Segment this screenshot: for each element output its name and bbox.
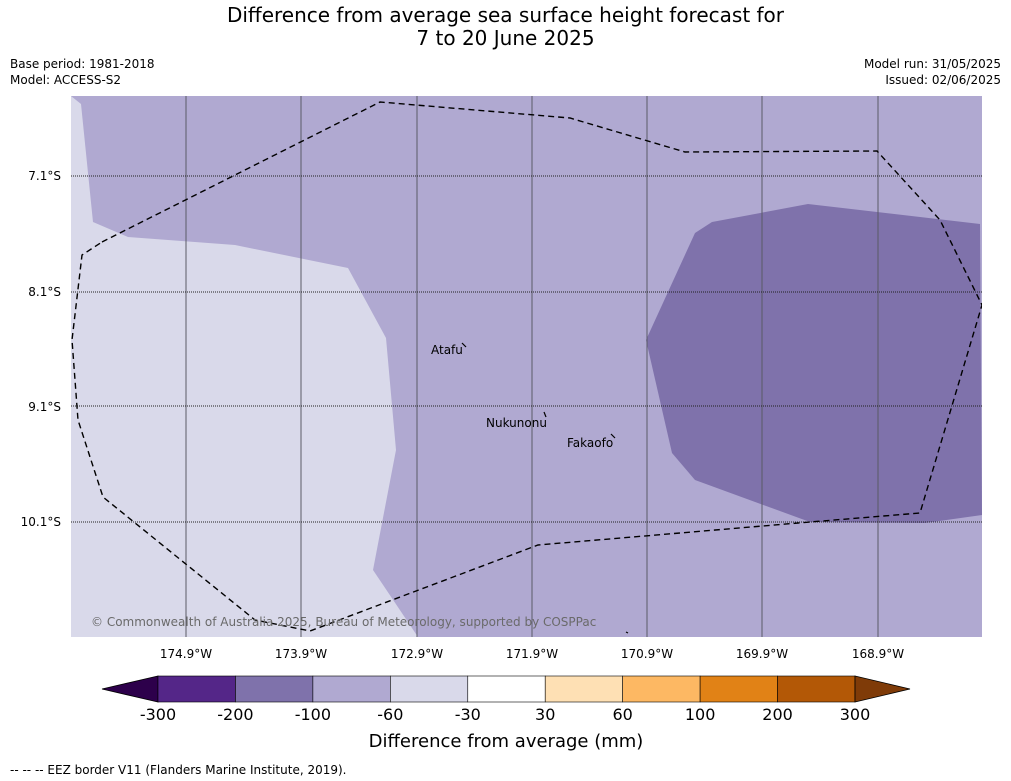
forecast-meta-left: Base period: 1981-2018 Model: ACCESS-S2 <box>10 56 155 88</box>
colorbar-tick-label: 30 <box>535 705 555 724</box>
colorbar-bin <box>777 675 856 703</box>
lon-label-174-9: 174.9°W <box>160 647 212 661</box>
colorbar-bin <box>390 675 469 703</box>
page-title: Difference from average sea surface heig… <box>0 4 1011 50</box>
colorbar-over-arrow <box>854 675 911 703</box>
longitude-labels: 174.9°W 173.9°W 172.9°W 171.9°W 170.9°W … <box>160 647 904 661</box>
copyright-text: © Commonwealth of Australia 2025, Bureau… <box>91 615 596 629</box>
atoll-markers <box>461 342 629 634</box>
atafu-atoll-icon <box>461 342 467 348</box>
colorbar-bin <box>312 675 391 703</box>
lon-label-168-9: 168.9°W <box>852 647 904 661</box>
place-label-nukunonu: Nukunonu <box>486 416 547 430</box>
forecast-meta-right: Model run: 31/05/2025 Issued: 02/06/2025 <box>864 56 1001 88</box>
colorbar-tick-label: 60 <box>612 705 632 724</box>
colorbar-tick-label: -60 <box>377 705 403 724</box>
lon-label-171-9: 171.9°W <box>506 647 558 661</box>
colorbar-bin <box>699 675 778 703</box>
colorbar-tick-label: 100 <box>685 705 716 724</box>
lon-label-170-9: 170.9°W <box>621 647 673 661</box>
anomaly-fill-minus-60-to-minus-30 <box>71 96 418 637</box>
lon-label-172-9: 172.9°W <box>391 647 443 661</box>
issued-text: Issued: 02/06/2025 <box>885 73 1001 87</box>
lat-label-8-1: 8.1°S <box>28 285 61 299</box>
lat-label-7-1: 7.1°S <box>28 169 61 183</box>
colorbar-bins <box>157 675 856 703</box>
lat-label-10-1: 10.1°S <box>21 515 61 529</box>
lon-label-173-9: 173.9°W <box>275 647 327 661</box>
colorbar-tick-label: 200 <box>762 705 793 724</box>
colorbar-bin <box>544 675 623 703</box>
colorbar-under-arrow <box>101 675 159 703</box>
anomaly-fill-minus-200-to-minus-100 <box>646 204 982 523</box>
base-period-text: Base period: 1981-2018 <box>10 57 155 71</box>
colorbar-tick-label: -100 <box>295 705 331 724</box>
nukunonu-atoll-icon <box>543 411 547 418</box>
swains-island-icon <box>625 631 629 634</box>
colorbar-bin <box>157 675 236 703</box>
colorbar-tick-label: -200 <box>217 705 253 724</box>
latitude-labels: 7.1°S 8.1°S 9.1°S 10.1°S <box>21 169 61 529</box>
place-label-fakaofo: Fakaofo <box>567 436 613 450</box>
colorbar-tick-labels: -300 -200 -100 -60 -30 30 60 100 200 300 <box>140 705 870 724</box>
lat-label-9-1: 9.1°S <box>28 400 61 414</box>
lon-label-169-9: 169.9°W <box>736 647 788 661</box>
place-label-atafu: Atafu <box>431 343 463 357</box>
fakaofo-atoll-icon <box>610 433 616 439</box>
title-line-2: 7 to 20 June 2025 <box>416 26 595 50</box>
colorbar-tick-label: 300 <box>840 705 871 724</box>
colorbar-bin <box>622 675 701 703</box>
colorbar-tick-label: -300 <box>140 705 176 724</box>
colorbar: -300 -200 -100 -60 -30 30 60 100 200 300 Differen… <box>101 675 911 752</box>
meridian-lines <box>185 96 879 637</box>
model-run-text: Model run: 31/05/2025 <box>863 57 1001 71</box>
eez-legend-text: -- -- -- EEZ border V11 (Flanders Marine… <box>10 763 347 777</box>
colorbar-title: Difference from average (mm) <box>369 731 644 752</box>
colorbar-bin <box>467 675 546 703</box>
title-line-1: Difference from average sea surface heig… <box>226 3 785 27</box>
colorbar-tick-label: -30 <box>455 705 481 724</box>
map-panel: Atafu Nukunonu Fakaofo © Commonwealth of… <box>71 96 982 637</box>
eez-border <box>71 101 982 632</box>
colorbar-bin <box>235 675 314 703</box>
model-text: Model: ACCESS-S2 <box>10 73 122 87</box>
